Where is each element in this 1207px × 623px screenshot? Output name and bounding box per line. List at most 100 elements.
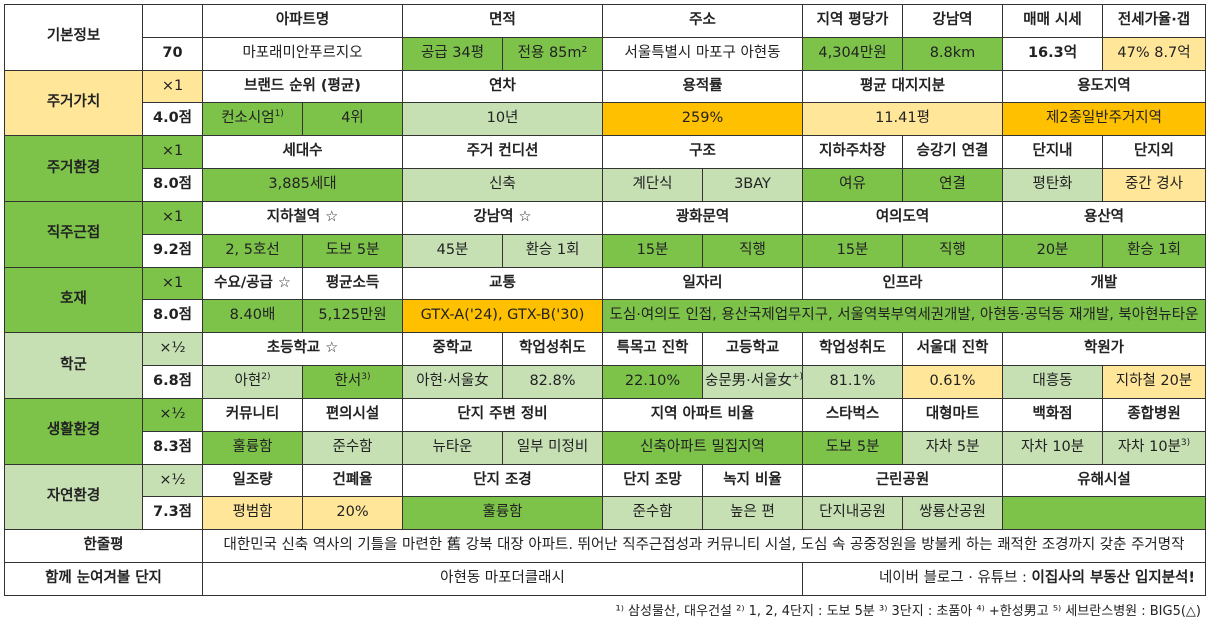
- surroundings-a: 뉴타운: [402, 430, 503, 465]
- green-ratio: 높은 편: [702, 496, 803, 531]
- header-age: 연차: [402, 69, 603, 104]
- total-score: 70: [142, 36, 203, 71]
- structure-type: 계단식: [602, 168, 703, 202]
- multiplier: ×½: [142, 397, 203, 432]
- section-label-housing-value: 주거가치: [4, 69, 143, 137]
- convenience: 준수함: [302, 430, 403, 465]
- header-far: 용적률: [602, 69, 803, 104]
- apt-name: 마포래미안푸르지오: [202, 36, 403, 71]
- department-store: 자차 10분: [1002, 430, 1103, 465]
- brand: 컨소시엄1): [202, 102, 303, 137]
- header-high-score: 학업성취도: [802, 332, 903, 367]
- yongsan-transfer: 환승 1회: [1102, 233, 1206, 268]
- header-hazard: 유해시설: [1002, 463, 1206, 498]
- section-label-develop: 호재: [4, 266, 143, 334]
- multiplier: ×1: [142, 69, 203, 104]
- area-exclusive: 전용 85m²: [502, 36, 603, 71]
- pyeong-price: 4,304만원: [802, 36, 903, 71]
- header-yongsan: 용산역: [1002, 200, 1206, 235]
- section-score: 6.8점: [142, 365, 203, 399]
- header-infra: 인프라: [802, 266, 1003, 301]
- develop-header-row: 호재 ×1 수요/공급 ☆ 평균소득 교통 일자리 인프라 개발: [4, 266, 1206, 334]
- yeouido-time: 15분: [802, 233, 903, 268]
- multiplier: ×½: [142, 332, 203, 367]
- header-gwanghwamun: 광화문역: [602, 200, 803, 235]
- building-age: 10년: [402, 102, 603, 137]
- header-sale-price: 매매 시세: [1002, 4, 1103, 38]
- housing-value-header-row: 주거가치 ×1 브랜드 순위 (평균) 연차 용적률 평균 대지지분 용도지역: [4, 69, 1206, 137]
- section-score: 4.0점: [142, 102, 203, 137]
- header-department: 백화점: [1002, 397, 1103, 432]
- subway-walk: 도보 5분: [302, 233, 403, 268]
- middle-school: 아현·서울女: [402, 365, 503, 399]
- zoning: 제2종일반주거지역: [1002, 102, 1206, 137]
- header-area: 면적: [402, 4, 603, 38]
- header-traffic: 교통: [402, 266, 603, 301]
- high-score: 81.1%: [802, 365, 903, 399]
- section-score: 7.3점: [142, 496, 203, 531]
- units: 3,885세대: [202, 168, 403, 202]
- park-a: 단지내공원: [802, 496, 903, 531]
- gangnam-transfer: 환승 1회: [502, 233, 603, 268]
- basic-value-row: 70 마포래미안푸르지오 공급 34평 전용 85m² 서울특별시 마포구 아현…: [5, 36, 1206, 71]
- header-outside: 단지외: [1102, 135, 1206, 170]
- header-surroundings: 단지 주변 정비: [402, 397, 603, 432]
- header-high: 고등학교: [702, 332, 803, 367]
- area-supply: 공급 34평: [402, 36, 503, 71]
- summary-text: 대한민국 신축 역사의 기틀을 마련한 舊 강북 대장 아파트. 뛰어난 직주근…: [202, 529, 1206, 564]
- nature-row: 7.3점 평범함 20% 훌륭함 준수함 높은 편 단지내공원 쌍룡산공원: [5, 496, 1206, 531]
- header-gangnam: 강남역 ☆: [402, 200, 603, 235]
- subway-lines: 2, 5호선: [202, 233, 303, 268]
- section-score: 8.0점: [142, 168, 203, 202]
- header-view: 단지 조망: [602, 463, 703, 498]
- gangnam-distance: 8.8km: [902, 36, 1003, 71]
- credit: 네이버 블로그 · 유튜브 : 이집사의 부동산 입지분석!: [802, 562, 1206, 596]
- parking: 여유: [802, 168, 903, 202]
- yongsan-time: 20분: [1002, 233, 1103, 268]
- outside-slope: 중간 경사: [1102, 168, 1206, 202]
- sale-price: 16.3억: [1002, 36, 1103, 71]
- hospital: 자차 10분3): [1102, 430, 1206, 465]
- academy-a: 대흥동: [1002, 365, 1103, 399]
- header-sunlight: 일조량: [202, 463, 303, 498]
- condition: 신축: [402, 168, 603, 202]
- gwanghwamun-time: 15분: [602, 233, 703, 268]
- brand-rank: 4위: [302, 102, 403, 137]
- sunlight: 평범함: [202, 496, 303, 531]
- header-parking: 지하주차장: [802, 135, 903, 170]
- apt-ratio: 신축아파트 밀집지역: [602, 430, 803, 465]
- header-elevator: 승강기 연결: [902, 135, 1003, 170]
- header-units: 세대수: [202, 135, 403, 170]
- header-structure: 구조: [602, 135, 803, 170]
- header-starbucks: 스타벅스: [802, 397, 903, 432]
- high-school: 숭문男·서울女+): [702, 365, 803, 399]
- school-row: 6.8점 아현2) 한서3) 아현·서울女 82.8% 22.10% 숭문男·서…: [5, 365, 1206, 399]
- bcr: 20%: [302, 496, 403, 531]
- section-score: 9.2점: [142, 233, 203, 268]
- header-middle: 중학교: [402, 332, 503, 367]
- special-rate: 22.10%: [602, 365, 703, 399]
- section-score: 8.0점: [142, 299, 203, 334]
- together-row: 함께 눈여겨볼 단지 아현동 마포더클래시 네이버 블로그 · 유튜브 : 이집…: [4, 562, 1206, 596]
- park-b: 쌍룡산공원: [902, 496, 1003, 531]
- elementary-b: 한서3): [302, 365, 403, 399]
- section-label-living: 생활환경: [4, 397, 143, 465]
- header-brand: 브랜드 순위 (평균): [202, 69, 403, 104]
- living-header-row: 생활환경 ×½ 커뮤니티 편의시설 단지 주변 정비 지역 아파트 비율 스타벅…: [4, 397, 1206, 465]
- commute-header-row: 직주근접 ×1 지하철역 ☆ 강남역 ☆ 광화문역 여의도역 용산역: [4, 200, 1206, 268]
- header-development: 개발: [1002, 266, 1206, 301]
- elementary-a: 아현2): [202, 365, 303, 399]
- section-label-housing-env: 주거환경: [4, 135, 143, 202]
- section-score: 8.3점: [142, 430, 203, 465]
- commute-row: 9.2점 2, 5호선 도보 5분 45분 환승 1회 15분 직행 15분 직…: [5, 233, 1206, 268]
- mart: 자차 5분: [902, 430, 1003, 465]
- header-hospital: 종합병원: [1102, 397, 1206, 432]
- academy-b: 지하철 20분: [1102, 365, 1206, 399]
- header-jobs: 일자리: [602, 266, 803, 301]
- header-land-share: 평균 대지지분: [802, 69, 1003, 104]
- multiplier: ×½: [142, 463, 203, 498]
- multiplier: ×1: [142, 266, 203, 301]
- starbucks: 도보 5분: [802, 430, 903, 465]
- section-label-commute: 직주근접: [4, 200, 143, 268]
- view: 준수함: [602, 496, 703, 531]
